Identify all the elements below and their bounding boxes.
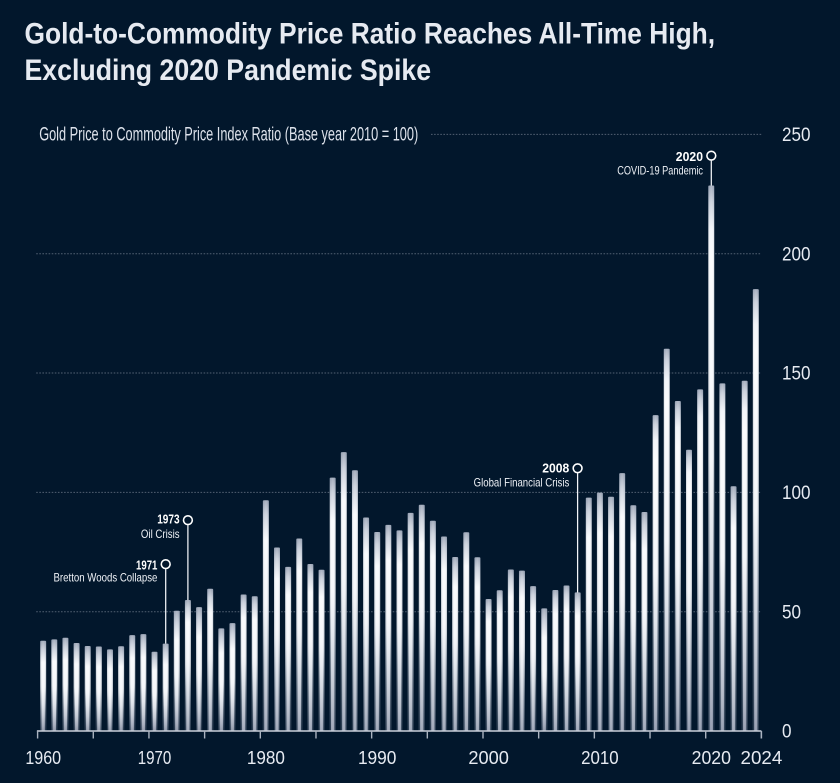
- svg-text:2000: 2000: [468, 747, 509, 768]
- svg-text:Excluding 2020 Pandemic Spike: Excluding 2020 Pandemic Spike: [25, 54, 432, 87]
- svg-text:200: 200: [782, 244, 811, 265]
- svg-text:2020: 2020: [692, 747, 731, 768]
- svg-text:150: 150: [782, 364, 811, 385]
- svg-text:1980: 1980: [247, 747, 285, 768]
- svg-text:250: 250: [782, 125, 811, 146]
- svg-text:COVID-19 Pandemic: COVID-19 Pandemic: [617, 164, 703, 178]
- svg-text:2008: 2008: [542, 461, 569, 475]
- svg-text:1971: 1971: [136, 558, 157, 572]
- svg-text:Gold-to-Commodity Price Ratio: Gold-to-Commodity Price Ratio Reaches Al…: [25, 18, 716, 51]
- svg-text:1960: 1960: [25, 747, 61, 768]
- svg-text:Gold Price to Commodity Price: Gold Price to Commodity Price Index Rati…: [39, 125, 418, 146]
- svg-text:50: 50: [782, 602, 801, 623]
- svg-text:1973: 1973: [157, 512, 179, 526]
- svg-text:1970: 1970: [138, 747, 172, 768]
- svg-text:Global Financial Crisis: Global Financial Crisis: [474, 475, 570, 489]
- svg-text:2020: 2020: [676, 150, 703, 164]
- svg-text:100: 100: [782, 483, 811, 504]
- svg-text:2024: 2024: [741, 747, 783, 768]
- svg-text:Bretton Woods Collapse: Bretton Woods Collapse: [54, 570, 158, 584]
- svg-text:0: 0: [782, 722, 792, 743]
- svg-text:1990: 1990: [358, 747, 397, 768]
- svg-text:Oil Crisis: Oil Crisis: [141, 527, 180, 541]
- svg-text:2010: 2010: [581, 747, 619, 768]
